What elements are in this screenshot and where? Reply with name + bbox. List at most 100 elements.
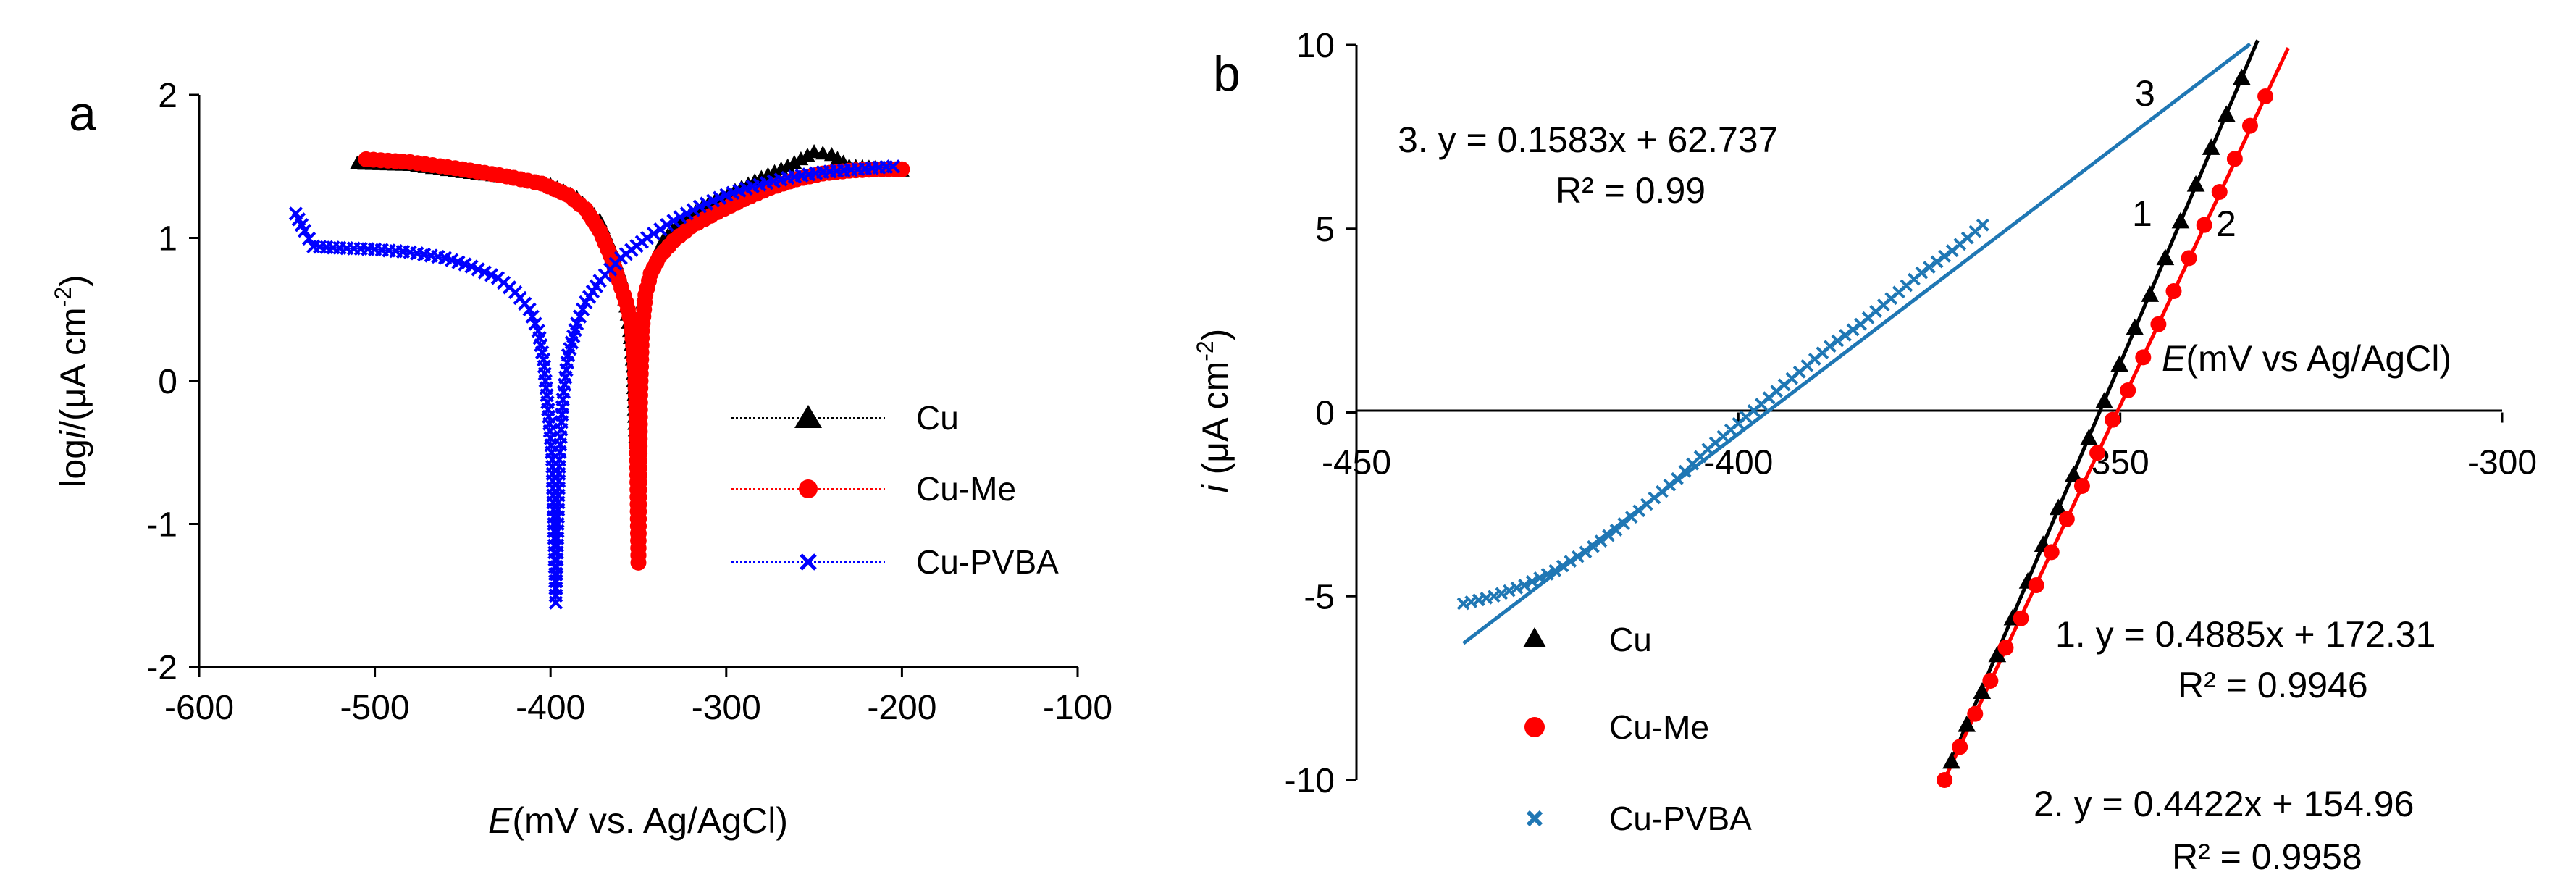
data-point bbox=[2080, 429, 2098, 445]
data-point bbox=[2049, 498, 2068, 516]
data-point bbox=[2257, 88, 2274, 105]
legend-b-marker-cu-me bbox=[1524, 717, 1545, 737]
panel-b-y-tick-label: 10 bbox=[1296, 27, 1335, 65]
panel-a: a -600 -500 -400 -300 -200 -100 2 1 0 -1 -2 logi/(… bbox=[50, 77, 1112, 841]
data-point bbox=[1938, 249, 1952, 263]
r-squared-2: R² = 0.9958 bbox=[2172, 837, 2362, 877]
data-point bbox=[1579, 545, 1593, 559]
data-point bbox=[1602, 529, 1615, 542]
data-point bbox=[2202, 138, 2220, 155]
data-point bbox=[2241, 117, 2258, 134]
panel-a-x-tick-label: -200 bbox=[867, 689, 936, 727]
panel-a-y-tick-label: 0 bbox=[158, 363, 177, 401]
data-point bbox=[1487, 590, 1501, 603]
data-point bbox=[1564, 555, 1577, 568]
panel-a-legend: Cu Cu-Me Cu-PVBA bbox=[731, 399, 1059, 581]
data-point bbox=[301, 231, 316, 246]
data-point bbox=[2028, 577, 2044, 594]
data-point bbox=[780, 158, 796, 172]
panel-a-series bbox=[288, 144, 910, 610]
data-point bbox=[1846, 323, 1860, 337]
legend-b-label-cu-pvba: Cu-PVBA bbox=[1609, 800, 1752, 837]
series-a-cu-pvba bbox=[288, 159, 900, 610]
legend-item-cu: Cu bbox=[731, 399, 959, 437]
data-point bbox=[2064, 465, 2083, 482]
data-point bbox=[673, 210, 687, 225]
panel-a-label: a bbox=[69, 86, 96, 141]
r-squared-1: R² = 0.9946 bbox=[2178, 665, 2368, 705]
panel-a-x-tick-label: -500 bbox=[340, 689, 410, 727]
data-point bbox=[639, 230, 655, 246]
data-point bbox=[1839, 329, 1852, 342]
series-a-cu-me bbox=[358, 151, 910, 571]
panel-b-y-tick-label: -10 bbox=[1285, 762, 1335, 800]
legend-b-marker-cu-pvba bbox=[1526, 810, 1543, 827]
data-point bbox=[2171, 211, 2190, 229]
data-point bbox=[2135, 349, 2152, 366]
panel-b-x-tick-label: -450 bbox=[1322, 444, 1391, 482]
data-point bbox=[1823, 340, 1837, 353]
legend-b-label-cu: Cu bbox=[1609, 621, 1652, 658]
data-point bbox=[2233, 68, 2251, 85]
data-point bbox=[525, 309, 540, 324]
line-label-1: 1 bbox=[2132, 193, 2152, 234]
series-b-cu-me bbox=[1937, 88, 2274, 788]
data-point bbox=[653, 222, 668, 237]
equation-3: 3. y = 0.1583x + 62.737 bbox=[1398, 120, 1778, 160]
data-point bbox=[686, 203, 700, 217]
panel-a-x-tick-label: -300 bbox=[692, 689, 761, 727]
data-point bbox=[786, 154, 802, 169]
data-point bbox=[2073, 478, 2090, 494]
panel-a-y-axis-title: logi/(μA cm-2) bbox=[50, 274, 93, 487]
panel-b-y-tick-label: -5 bbox=[1304, 578, 1335, 616]
legend-item-cu-me: Cu-Me bbox=[731, 470, 1016, 508]
data-point bbox=[2058, 511, 2075, 527]
data-point bbox=[1937, 772, 1953, 788]
data-point bbox=[2217, 105, 2236, 122]
data-point bbox=[2211, 184, 2228, 200]
legend-b-marker-cu bbox=[1523, 627, 1546, 647]
data-point bbox=[2141, 285, 2160, 302]
legend-label-cu-pvba: Cu-PVBA bbox=[916, 543, 1059, 581]
data-point bbox=[793, 151, 809, 166]
data-point bbox=[1915, 266, 1929, 280]
panel-a-y-tick-label: -2 bbox=[146, 649, 177, 687]
panel-a-x-tick-label: -400 bbox=[516, 689, 585, 727]
data-point bbox=[2013, 610, 2029, 626]
data-point bbox=[647, 226, 661, 241]
data-point bbox=[2226, 151, 2243, 167]
data-point bbox=[1942, 752, 1960, 769]
data-point bbox=[2120, 382, 2136, 399]
panel-a-x-tick-label: -100 bbox=[1043, 689, 1112, 727]
data-point bbox=[2043, 544, 2060, 561]
panel-a-y-tick-label: 1 bbox=[158, 220, 177, 259]
data-point bbox=[576, 302, 590, 316]
data-point bbox=[1525, 575, 1539, 588]
legend-b-item-cu-pvba: Cu-PVBA bbox=[1526, 800, 1752, 837]
data-point bbox=[1587, 540, 1600, 553]
panel-b-x-axis-title: E(mV vs Ag/AgCl) bbox=[2162, 338, 2451, 379]
data-point bbox=[1988, 645, 2007, 663]
legend-label-cu-me: Cu-Me bbox=[916, 470, 1016, 508]
panel-a-x-axis-title: E(mV vs. Ag/AgCl) bbox=[488, 800, 788, 841]
data-point bbox=[679, 206, 694, 221]
data-point bbox=[2165, 283, 2182, 300]
panel-b-x-tick-label: -400 bbox=[1703, 444, 1773, 482]
legend-b-label-cu-me: Cu-Me bbox=[1609, 708, 1709, 746]
data-point bbox=[1967, 705, 1984, 722]
data-point bbox=[1503, 584, 1516, 598]
data-point bbox=[2186, 175, 2205, 192]
data-point bbox=[815, 145, 831, 160]
data-point bbox=[1533, 571, 1547, 584]
data-point bbox=[297, 223, 312, 238]
legend-label-cu: Cu bbox=[916, 399, 959, 437]
data-point bbox=[1923, 261, 1936, 274]
data-point bbox=[1510, 581, 1524, 595]
line-label-3: 3 bbox=[2135, 73, 2155, 114]
data-point bbox=[1556, 559, 1569, 573]
panel-b-legend: Cu Cu-Me Cu-PVBA bbox=[1523, 621, 1752, 837]
data-point bbox=[572, 309, 587, 324]
line-label-2: 2 bbox=[2216, 204, 2236, 244]
